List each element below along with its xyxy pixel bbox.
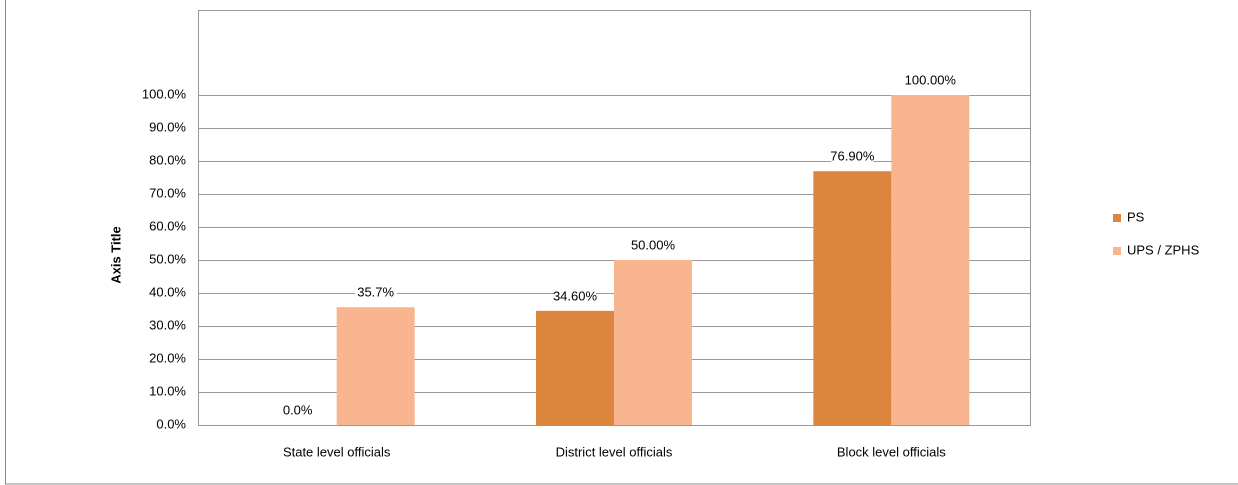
data-label-box — [909, 70, 952, 92]
data-label: 76.90% — [830, 149, 875, 164]
y-tick-label: 20.0% — [149, 350, 186, 365]
data-label-box — [276, 400, 319, 422]
y-tick-label: 10.0% — [149, 383, 186, 398]
y-tick-label: 60.0% — [149, 218, 186, 233]
data-label: 0.0% — [283, 402, 313, 417]
bar — [614, 260, 692, 425]
data-label: 100.00% — [905, 72, 957, 87]
y-tick-label: 100.0% — [142, 86, 187, 101]
legend-swatch — [1113, 247, 1121, 255]
y-tick-label: 50.0% — [149, 251, 186, 266]
y-tick-label: 80.0% — [149, 152, 186, 167]
data-label: 34.60% — [553, 288, 598, 303]
bar — [813, 171, 892, 425]
legend-swatch — [1113, 214, 1121, 222]
bar — [891, 95, 970, 425]
legend-label: UPS / ZPHS — [1127, 242, 1200, 257]
y-tick-label: 90.0% — [149, 119, 186, 134]
bar — [536, 310, 614, 425]
data-label-box — [831, 146, 874, 169]
y-tick-label: 70.0% — [149, 185, 186, 200]
x-tick-label: District level officials — [556, 444, 673, 459]
data-label-box — [354, 282, 397, 305]
data-label: 50.00% — [631, 237, 676, 252]
y-tick-label: 0.0% — [156, 416, 186, 431]
legend-label: PS — [1127, 209, 1145, 224]
chart-border — [5, 0, 1238, 485]
data-label: 35.7% — [357, 285, 394, 300]
bar — [258, 425, 337, 426]
x-tick-label: State level officials — [283, 444, 391, 459]
data-label-box — [632, 235, 674, 257]
y-tick-label: 30.0% — [149, 317, 186, 332]
x-tick-label: Block level officials — [837, 444, 946, 459]
y-axis-title: Axis Title — [108, 226, 123, 284]
y-tick-label: 40.0% — [149, 284, 186, 299]
bar — [336, 307, 415, 425]
data-label-box — [554, 285, 596, 308]
